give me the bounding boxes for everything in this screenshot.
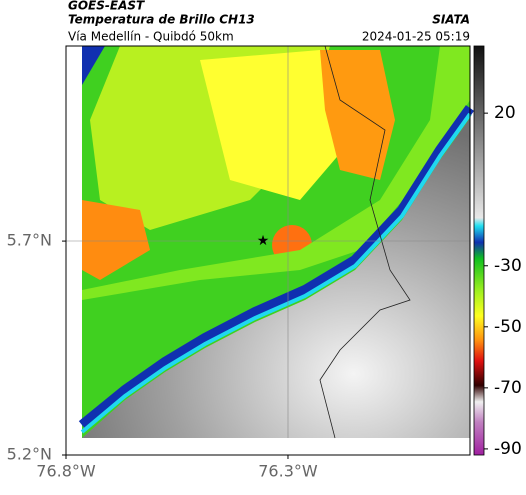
colorbar-tick-label: -50 xyxy=(494,317,522,337)
y-tick-label: 5.7°N xyxy=(7,231,52,250)
x-tick-label: 76.3°W xyxy=(258,462,318,481)
subtitle: Temperatura de Brillo CH13 xyxy=(68,13,255,27)
map-frame xyxy=(65,45,471,456)
colorbar-tick-label: -30 xyxy=(494,256,522,276)
colorbar-tick-label: 20 xyxy=(494,103,516,123)
svg-text:★: ★ xyxy=(257,233,270,249)
colorbar xyxy=(473,45,485,456)
colorbar-tick-label: -90 xyxy=(494,439,522,459)
x-tick-label: 76.8°W xyxy=(36,462,96,481)
colorbar-tick-label: -70 xyxy=(494,378,522,398)
y-tick-label: 5.2°N xyxy=(7,445,52,464)
title: GOES-EAST xyxy=(68,0,145,13)
timestamp: 2024-01-25 05:19 xyxy=(362,30,470,44)
source: SIATA xyxy=(432,13,470,27)
map-image: ★ xyxy=(66,45,475,439)
route: Vía Medellín - Quibdó 50km xyxy=(68,30,234,44)
